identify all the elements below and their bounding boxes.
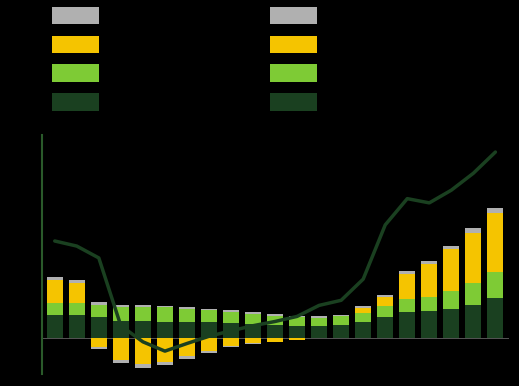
- Bar: [333, 315, 349, 317]
- Bar: [289, 326, 305, 339]
- Bar: [223, 346, 239, 347]
- Bar: [245, 314, 261, 324]
- Bar: [135, 322, 151, 339]
- Bar: [466, 283, 481, 305]
- Bar: [421, 261, 437, 264]
- Bar: [311, 318, 327, 326]
- Bar: [311, 326, 327, 339]
- Bar: [201, 309, 217, 310]
- Bar: [487, 272, 503, 298]
- Bar: [179, 356, 195, 359]
- Bar: [157, 362, 173, 365]
- Bar: [91, 302, 107, 305]
- Bar: [245, 324, 261, 339]
- Bar: [201, 351, 217, 353]
- Bar: [47, 277, 63, 280]
- Bar: [289, 315, 305, 317]
- Bar: [91, 305, 107, 317]
- Bar: [356, 308, 371, 313]
- Bar: [113, 339, 129, 360]
- Bar: [421, 297, 437, 311]
- Bar: [399, 300, 415, 312]
- Bar: [245, 339, 261, 344]
- Bar: [267, 314, 283, 315]
- Bar: [135, 306, 151, 322]
- Bar: [377, 306, 393, 317]
- Bar: [223, 310, 239, 312]
- Bar: [113, 307, 129, 321]
- Bar: [377, 297, 393, 306]
- Bar: [289, 317, 305, 326]
- Bar: [443, 309, 459, 339]
- Bar: [356, 313, 371, 322]
- Bar: [466, 305, 481, 339]
- Bar: [69, 279, 85, 283]
- Bar: [399, 312, 415, 339]
- Bar: [157, 306, 173, 308]
- Bar: [399, 274, 415, 300]
- Bar: [135, 339, 151, 364]
- Bar: [267, 315, 283, 325]
- Bar: [421, 311, 437, 339]
- Bar: [47, 280, 63, 303]
- Bar: [399, 271, 415, 274]
- Bar: [487, 208, 503, 213]
- Bar: [267, 325, 283, 339]
- Bar: [289, 339, 305, 340]
- Bar: [135, 305, 151, 306]
- Bar: [223, 323, 239, 339]
- Bar: [135, 364, 151, 368]
- Bar: [377, 317, 393, 339]
- Bar: [69, 303, 85, 315]
- Bar: [223, 312, 239, 323]
- Bar: [245, 312, 261, 314]
- Bar: [47, 303, 63, 315]
- Bar: [91, 339, 107, 347]
- Bar: [69, 283, 85, 303]
- Bar: [157, 308, 173, 322]
- Bar: [201, 339, 217, 351]
- Bar: [356, 322, 371, 339]
- Bar: [333, 317, 349, 325]
- Bar: [443, 245, 459, 249]
- Bar: [377, 295, 393, 297]
- Bar: [201, 322, 217, 339]
- Bar: [113, 305, 129, 307]
- Bar: [421, 264, 437, 297]
- Bar: [487, 213, 503, 272]
- Bar: [113, 321, 129, 339]
- Bar: [466, 228, 481, 232]
- Bar: [179, 339, 195, 356]
- Bar: [487, 298, 503, 339]
- Bar: [179, 307, 195, 309]
- Bar: [443, 291, 459, 309]
- Bar: [47, 315, 63, 339]
- Bar: [311, 317, 327, 318]
- Bar: [443, 249, 459, 291]
- Bar: [466, 232, 481, 283]
- Bar: [223, 339, 239, 346]
- Bar: [113, 360, 129, 363]
- Bar: [201, 310, 217, 322]
- Bar: [91, 347, 107, 349]
- Bar: [157, 339, 173, 362]
- Bar: [179, 322, 195, 339]
- Bar: [179, 309, 195, 322]
- Bar: [69, 315, 85, 339]
- Bar: [356, 306, 371, 308]
- Bar: [333, 325, 349, 339]
- Bar: [157, 322, 173, 339]
- Bar: [91, 317, 107, 339]
- Bar: [267, 339, 283, 342]
